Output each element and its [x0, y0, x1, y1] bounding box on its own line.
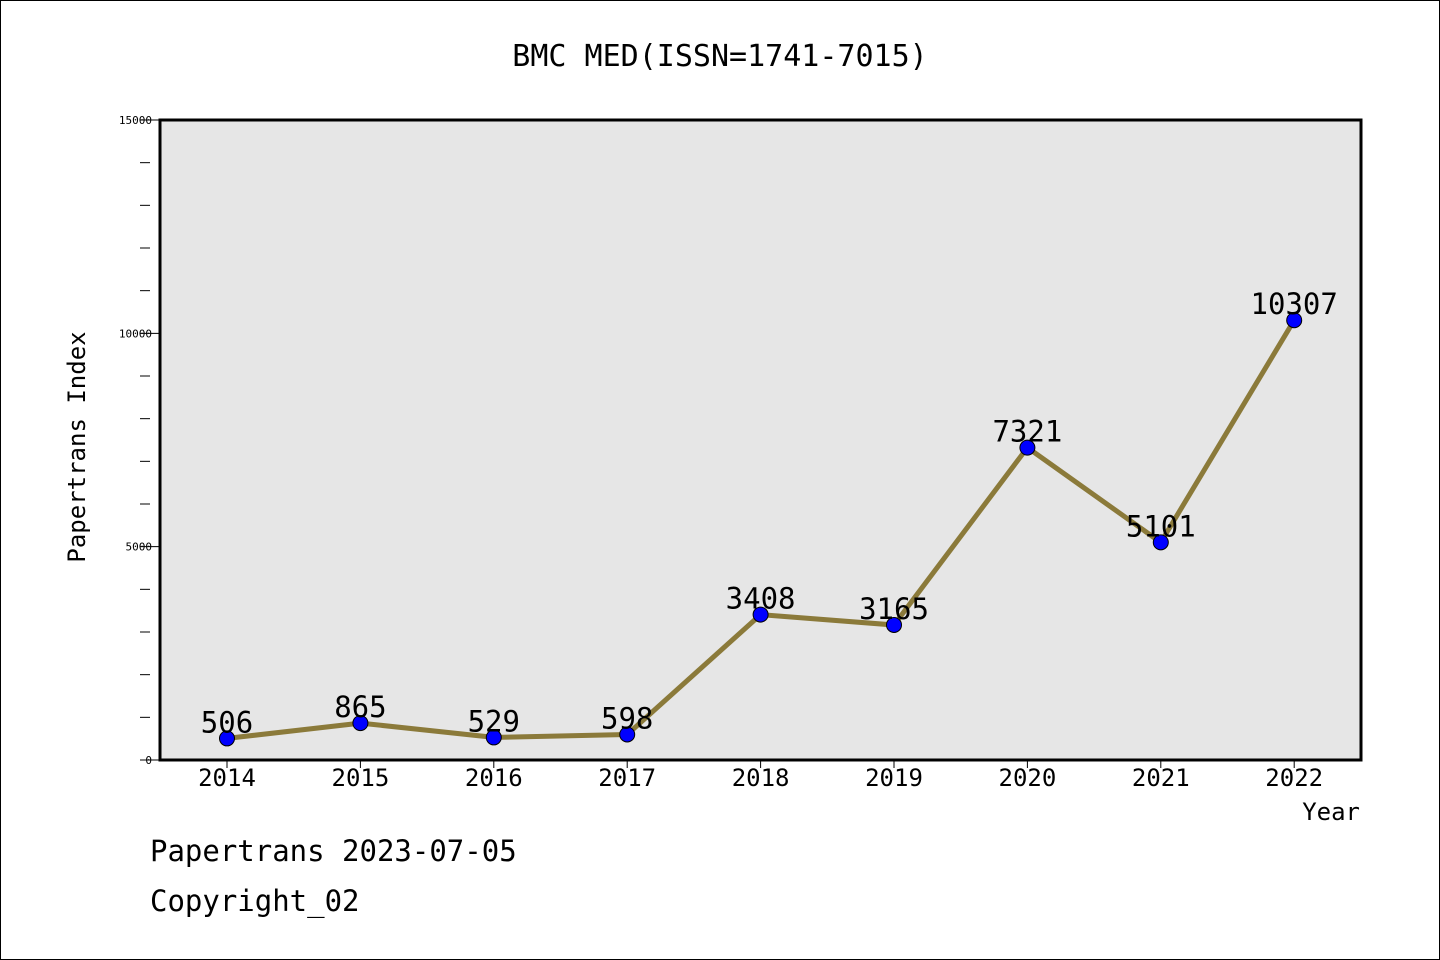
data-point: [352, 715, 369, 732]
data-labels: 506 865 529 598 3408 3165 7321 5101 10307: [201, 287, 1338, 739]
data-point: [1152, 534, 1169, 551]
x-tick-label: 2015: [332, 764, 390, 792]
x-tick-label: 2022: [1265, 764, 1323, 792]
x-tick-label: 2021: [1132, 764, 1190, 792]
y-axis-ticks: 0 5000 10000 15000: [119, 114, 160, 767]
data-point: [219, 730, 235, 747]
data-label: 5101: [1126, 509, 1196, 543]
data-label: 865: [334, 690, 386, 724]
data-point: [1286, 312, 1303, 329]
y-tick-label: 0: [145, 754, 152, 767]
footer-date: Papertrans 2023-07-05: [150, 834, 517, 868]
chart-title: BMC MED(ISSN=1741-7015): [512, 39, 927, 74]
plot-border: [158, 118, 1363, 762]
data-point: [485, 729, 502, 746]
data-point: [752, 606, 769, 623]
x-tick-label: 2019: [865, 764, 923, 792]
plot-area: [160, 120, 1361, 760]
data-point: [1019, 439, 1036, 456]
y-axis-label: Papertrans Index: [63, 331, 91, 562]
y-minor-ticks: [140, 162, 150, 718]
data-label: 598: [601, 701, 653, 735]
footer-copyright: Copyright_02: [150, 884, 360, 918]
x-tick-label: 2018: [732, 764, 790, 792]
data-label: 506: [201, 705, 253, 739]
data-label: 3408: [726, 582, 796, 616]
series-markers: [219, 312, 1303, 747]
data-label: 3165: [859, 592, 929, 626]
data-point: [886, 616, 902, 633]
x-tick-label: 2014: [198, 764, 256, 792]
x-axis-ticks: 2014 2015 2016 2017 2018 2019 2020 2021 2022: [198, 760, 1323, 792]
x-tick-label: 2017: [598, 764, 656, 792]
data-label: 10307: [1251, 287, 1338, 321]
y-tick-label: 5000: [126, 541, 153, 554]
y-tick-label: 10000: [119, 327, 152, 340]
y-tick-label: 15000: [119, 114, 152, 127]
x-tick-label: 2020: [999, 764, 1057, 792]
data-label: 7321: [992, 415, 1062, 449]
data-point: [619, 726, 636, 743]
x-tick-label: 2016: [465, 764, 523, 792]
data-label: 529: [468, 704, 520, 738]
x-axis-label: Year: [1302, 798, 1360, 826]
